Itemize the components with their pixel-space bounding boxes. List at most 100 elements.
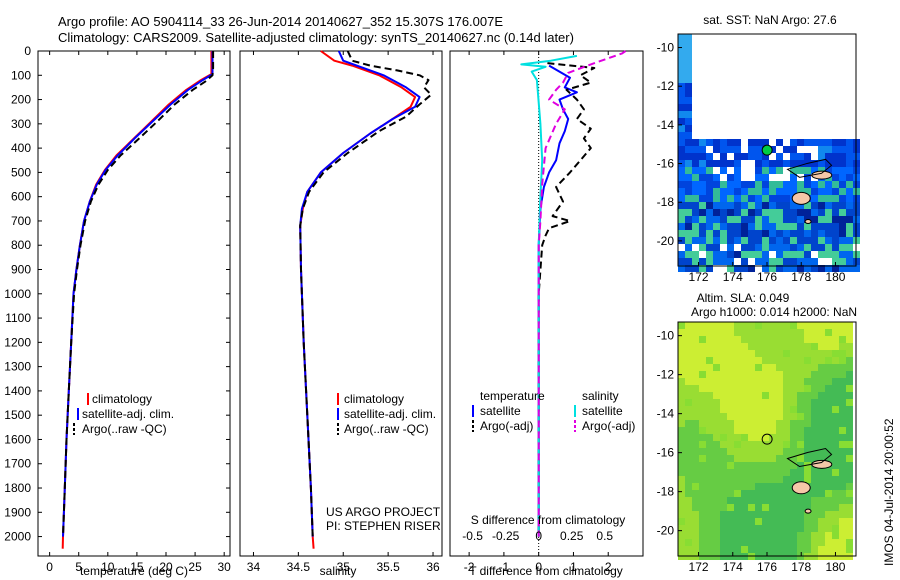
- sla-map-cell: [804, 364, 811, 371]
- sla-map-cell: [734, 413, 741, 420]
- sst-map-cell: [734, 146, 741, 153]
- sla-map-cell: [839, 329, 846, 336]
- sla-map-cell: [734, 434, 741, 441]
- sla-map-cell: [832, 462, 839, 469]
- sla-map-cell: [699, 518, 706, 525]
- sla-map-cell: [790, 371, 797, 378]
- sst-map-cell: [769, 167, 776, 174]
- sla-map-cell: [783, 511, 790, 518]
- island-landmass: [811, 170, 833, 180]
- sla-map-cell: [720, 525, 727, 532]
- sla-map-cell: [839, 420, 846, 427]
- sst-map-cell: [839, 251, 846, 258]
- sla-map-cell: [839, 406, 846, 413]
- sla-map-cell: [832, 546, 839, 553]
- sla-map-cell: [727, 532, 734, 539]
- sla-map-cell: [741, 504, 748, 511]
- sla-map-cell: [769, 336, 776, 343]
- sla-map-cell: [825, 420, 832, 427]
- sst-map-cell: [797, 153, 804, 160]
- sla-map-cell: [783, 322, 790, 329]
- sla-map-cell: [755, 420, 762, 427]
- sst-map-cell: [713, 230, 720, 237]
- sla-map-cell: [706, 483, 713, 490]
- sla-map-cell: [727, 364, 734, 371]
- sst-map-cell: [818, 244, 825, 251]
- sst-map-cell: [811, 195, 818, 202]
- sst-map-cell: [839, 195, 846, 202]
- sst-map-cell: [818, 209, 825, 216]
- sla-map-cell: [678, 392, 685, 399]
- sla-map-cell: [776, 357, 783, 364]
- sla-map-cell: [825, 406, 832, 413]
- sla-map-cell: [748, 385, 755, 392]
- sst-map-cell: [692, 160, 699, 167]
- lat-tick-label: -14: [657, 118, 675, 132]
- sst-map-cell: [825, 195, 832, 202]
- sla-map-cell: [783, 434, 790, 441]
- sst-map-cell: [797, 251, 804, 258]
- sla-map-cell: [755, 455, 762, 462]
- sla-map-cell: [692, 364, 699, 371]
- sla-map-cell: [734, 399, 741, 406]
- sla-map-cell: [685, 490, 692, 497]
- sst-map-cell: [748, 139, 755, 146]
- sla-map-cell: [692, 399, 699, 406]
- sla-map-cell: [825, 427, 832, 434]
- sst-map-cell: [699, 160, 706, 167]
- sst-map-cell: [832, 265, 839, 272]
- sla-map-cell: [790, 378, 797, 385]
- sla-map-cell: [783, 532, 790, 539]
- sla-map-cell: [825, 392, 832, 399]
- sst-map-cell: [797, 181, 804, 188]
- sla-map-cell: [846, 476, 853, 483]
- sst-map-cell: [797, 188, 804, 195]
- sla-map-cell: [832, 483, 839, 490]
- sla-map-cell: [783, 462, 790, 469]
- sst-map-cell: [811, 139, 818, 146]
- sla-map-cell: [755, 462, 762, 469]
- sla-map-cell: [846, 392, 853, 399]
- sla-map-cell: [762, 392, 769, 399]
- sla-map-cell: [846, 546, 853, 553]
- sla-map-cell: [692, 490, 699, 497]
- sla-map-cell: [685, 427, 692, 434]
- sla-map-cell: [776, 504, 783, 511]
- sst-map-cell: [804, 223, 811, 230]
- sst-map-cell: [741, 181, 748, 188]
- sla-map-cell: [720, 322, 727, 329]
- sst-map-cell: [748, 195, 755, 202]
- sla-map-cell: [776, 546, 783, 553]
- sla-map-cell: [678, 385, 685, 392]
- sst-map-cell: [762, 258, 769, 265]
- sst-map-cell: [699, 265, 706, 272]
- sst-map-cell: [741, 244, 748, 251]
- sla-map-cell: [727, 434, 734, 441]
- sla-map-cell: [685, 322, 692, 329]
- sst-map-cell: [727, 251, 734, 258]
- sla-map-cell: [762, 448, 769, 455]
- sla-map-cell: [762, 406, 769, 413]
- sst-map-cell: [832, 216, 839, 223]
- sla-map-cell: [839, 525, 846, 532]
- sla-map-cell: [741, 427, 748, 434]
- sst-map-cell: [755, 188, 762, 195]
- sst-map-cell: [846, 223, 853, 230]
- sla-map-cell: [797, 511, 804, 518]
- sst-map-cell: [755, 139, 762, 146]
- sla-map-cell: [804, 497, 811, 504]
- sla-map-cell: [762, 455, 769, 462]
- sst-map-cell: [755, 195, 762, 202]
- sst-map-cell: [706, 188, 713, 195]
- sst-map-cell: [685, 69, 692, 76]
- sst-map-cell: [678, 139, 685, 146]
- sla-map-cell: [762, 350, 769, 357]
- sla-map-cell: [720, 343, 727, 350]
- sla-map-cell: [804, 385, 811, 392]
- sla-map-cell: [832, 399, 839, 406]
- lat-tick-label: -10: [657, 41, 675, 55]
- salinity-panel: 34 34.5 35 35.5 36 climatology satellite-adj…: [239, 50, 443, 578]
- sla-map-cell: [734, 483, 741, 490]
- sst-map-cell: [839, 223, 846, 230]
- sla-map-cell: [706, 532, 713, 539]
